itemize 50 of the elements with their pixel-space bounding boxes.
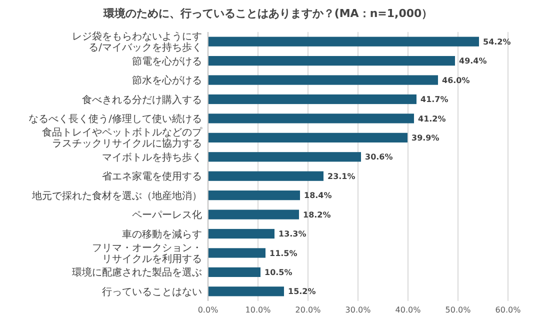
x-tick-label: 50.0% [445, 306, 472, 315]
data-label: 18.2% [303, 210, 331, 220]
bar [208, 210, 299, 220]
y-tick-label: 地元で採れた食材を選ぶ（地産地消） [31, 190, 202, 202]
bar [208, 228, 274, 239]
y-tick-label: フリマ・オークション・リサイクルを利用する [92, 242, 202, 265]
y-tick-label: 行っていることはない [102, 286, 202, 298]
y-tick-label: 車の移動を減らす [122, 228, 202, 240]
x-tick-label: 10.0% [245, 306, 272, 315]
bar [208, 132, 408, 142]
bar [208, 75, 438, 85]
bar [208, 190, 300, 200]
bar [208, 286, 284, 296]
x-tick-label: 0.0% [198, 306, 219, 315]
data-label: 11.5% [270, 248, 298, 258]
y-tick-label: 節水を心がける [132, 74, 202, 87]
data-label: 30.6% [365, 152, 393, 162]
x-tick-label: 20.0% [295, 306, 322, 315]
data-label: 15.2% [288, 287, 316, 296]
chart-title: 環境のために、行っていることはありますか？(MA：n=1,000） [102, 7, 433, 20]
bar [208, 248, 266, 258]
data-label: 46.0% [442, 76, 470, 85]
y-tick-label: 節電を心がける [132, 55, 202, 68]
bar [208, 114, 414, 124]
y-tick-label: 環境に配慮された製品を選ぶ [72, 266, 202, 279]
bar [208, 36, 479, 46]
data-label: 39.9% [412, 133, 440, 142]
y-tick-label: マイボトルを持ち歩く [102, 151, 202, 164]
data-label: 41.7% [420, 95, 448, 104]
data-label: 54.2% [483, 37, 511, 46]
y-tick-label: 食品トレイやペットボトルなどのプラスチックリサイクルに協力する [42, 126, 203, 150]
x-tick-label: 30.0% [345, 306, 372, 315]
y-tick-label: ペーパーレス化 [132, 209, 202, 222]
y-tick-label: 省エネ家電を使用する [102, 170, 202, 183]
y-tick-label: 食べきれる分だけ購入する [82, 94, 202, 106]
data-label: 23.1% [328, 172, 356, 181]
y-tick-label: レジ袋をもらわないようにする/マイバックを持ち歩く [72, 30, 202, 54]
data-label: 18.4% [304, 191, 332, 200]
bar [208, 267, 260, 277]
bar [208, 152, 361, 162]
bar [208, 171, 324, 181]
x-tick-label: 60.0% [495, 306, 522, 315]
bar [208, 94, 416, 104]
bar [208, 56, 455, 66]
data-label: 41.2% [418, 114, 446, 124]
data-label: 13.3% [278, 230, 306, 239]
data-label: 10.5% [264, 268, 292, 277]
data-label: 49.4% [459, 56, 487, 66]
y-tick-label: なるべく長く使う/修理して使い続ける [28, 112, 202, 125]
x-tick-label: 40.0% [395, 306, 422, 315]
